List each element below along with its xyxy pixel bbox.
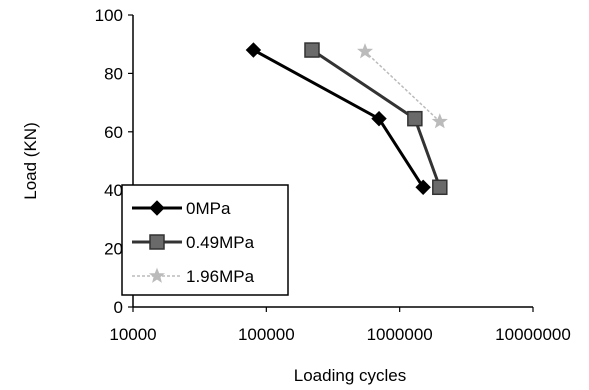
legend-label: 0MPa — [186, 199, 231, 218]
y-tick-label: 0 — [114, 298, 123, 317]
series-2 — [304, 42, 448, 196]
legend-item: 0.49MPa — [132, 233, 255, 252]
y-tick-label: 40 — [104, 181, 123, 200]
legend-marker — [149, 234, 165, 250]
legend-label: 1.96MPa — [186, 267, 255, 286]
y-tick-label: 60 — [104, 123, 123, 142]
y-axis: 0 20 40 60 80 100 — [95, 6, 133, 317]
series-1 — [245, 42, 431, 195]
series-line — [364, 50, 441, 123]
x-axis-title: Loading cycles — [294, 366, 406, 385]
y-tick-label: 20 — [104, 240, 123, 259]
data-point — [431, 113, 448, 129]
legend-label: 0.49MPa — [186, 233, 255, 252]
y-axis-title: Load (KN) — [21, 122, 40, 199]
x-axis: 10000 100000 1000000 10000000 — [109, 307, 571, 344]
data-point — [245, 42, 262, 58]
data-point — [415, 179, 431, 195]
x-tick-label: 100000 — [238, 325, 295, 344]
x-tick-label: 1000000 — [367, 325, 433, 344]
y-tick-label: 80 — [104, 64, 123, 83]
data-point — [432, 179, 448, 196]
series-layer — [245, 42, 448, 196]
x-tick-label: 10000000 — [495, 325, 571, 344]
series-line — [252, 48, 425, 189]
x-tick-label: 10000 — [109, 325, 156, 344]
data-point — [371, 110, 387, 127]
legend-item: 0MPa — [132, 199, 231, 218]
series-3 — [357, 43, 448, 129]
legend-item: 1.96MPa — [132, 267, 255, 286]
legend-marker — [148, 267, 166, 283]
data-point — [407, 110, 423, 127]
y-tick-label: 100 — [95, 6, 123, 25]
data-point — [304, 42, 320, 58]
legend-marker — [149, 200, 165, 216]
data-point — [357, 43, 374, 59]
legend: 0MPa 0.49MPa 1.96MPa — [121, 184, 289, 296]
